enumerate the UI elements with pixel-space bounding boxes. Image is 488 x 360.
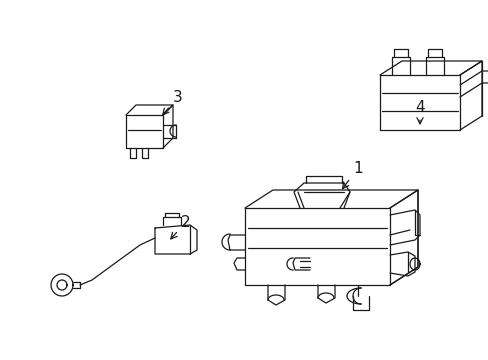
Text: 1: 1 bbox=[342, 161, 362, 189]
Text: 2: 2 bbox=[170, 215, 190, 239]
Text: 3: 3 bbox=[163, 90, 183, 115]
Text: 4: 4 bbox=[414, 99, 424, 124]
